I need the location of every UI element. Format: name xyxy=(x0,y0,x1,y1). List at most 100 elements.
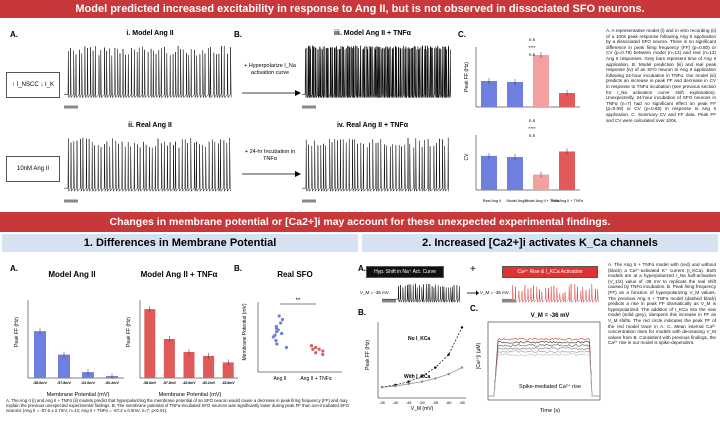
s2c-xlabel: Time (s) xyxy=(540,408,560,414)
s2-arrow xyxy=(467,290,479,296)
trace-iv-title: iv. Real Ang II + TNFα xyxy=(336,122,408,129)
bar xyxy=(222,362,234,378)
s1b-bars: -58.6mV -57.8mV -62.6mV -60.2mV -62.6mV xyxy=(139,300,238,385)
data-point xyxy=(314,351,318,355)
tick-label: -60.2mV xyxy=(105,381,119,385)
s2-trace-red xyxy=(502,283,599,304)
s1-title-model: Model Ang II xyxy=(48,270,96,279)
spike-train xyxy=(382,283,461,304)
bar xyxy=(559,93,575,107)
c-ylabel-ff: Peak FF (Hz) xyxy=(464,62,470,92)
data-point xyxy=(311,347,315,351)
c-sig5: **** xyxy=(528,126,535,131)
data-point xyxy=(280,331,284,336)
s2b-ylabel: Peak FF (Hz) xyxy=(365,340,371,370)
bar xyxy=(559,151,575,190)
ca-trace xyxy=(488,350,600,397)
series-point xyxy=(460,366,464,369)
s2-box-ca: Ca²⁺ Rise & I_KCa Activation xyxy=(502,266,598,278)
ca-trace xyxy=(488,340,600,397)
bar xyxy=(507,157,523,190)
ca-trace xyxy=(488,337,600,397)
real-condition-box: 10nM Ang II xyxy=(6,156,60,182)
bar xyxy=(58,354,70,378)
panel-b-letter: B. xyxy=(234,30,242,39)
panel-c-letter: C. xyxy=(458,30,466,39)
data-point xyxy=(279,321,283,325)
model-condition-box: ↑ I_NSCC ↓ I_K xyxy=(6,72,60,98)
series-point xyxy=(420,380,424,383)
data-point xyxy=(321,352,325,357)
bar xyxy=(34,331,46,378)
series-point xyxy=(407,382,410,386)
s2-trace-black xyxy=(382,283,461,304)
tick-label: -35 xyxy=(379,401,385,405)
s2-letter-c: C. xyxy=(470,304,478,313)
data-point xyxy=(309,344,314,348)
top-section: A. B. C. i. Model Ang II ii. Real Ang II… xyxy=(0,18,720,210)
s1b-xlabel: Membrane Potential (mV) xyxy=(159,392,222,398)
tick-label: -62.6mV xyxy=(182,381,196,385)
bar xyxy=(183,352,195,378)
section2-header: 2. Increased [Ca2+]i activates K_Ca chan… xyxy=(362,234,718,252)
trace-ii xyxy=(64,137,231,203)
series-point xyxy=(380,385,384,389)
s1-letter-b: B. xyxy=(234,264,242,273)
s2c-traces xyxy=(487,321,601,401)
bar xyxy=(533,174,549,190)
series-point xyxy=(407,380,410,383)
trace-iii-title: iii. Model Ang II + TNFα xyxy=(334,30,411,37)
s2-letter-b: B. xyxy=(358,308,366,317)
plot-frame xyxy=(487,321,601,401)
data-point xyxy=(275,342,279,346)
c-bars-ff xyxy=(475,47,580,108)
tick-label: -58.6mV xyxy=(33,381,47,385)
c-sig3: n.s xyxy=(529,52,536,57)
panel-a-letter: A. xyxy=(10,30,18,39)
data-point xyxy=(271,335,275,339)
arrow1-label: + Hyperpolarize I_Na activation curve xyxy=(244,63,296,76)
s1-chart-real: Membrane Potential (mV) ** Ang II Ang II… xyxy=(242,298,342,382)
tick-label: -55 xyxy=(433,401,439,405)
s2c-note: Spike-mediated Ca²⁺ rise xyxy=(519,383,581,390)
arrow2-label: + 24-hr Incubation in TNFα xyxy=(244,149,296,162)
spike-train xyxy=(502,283,599,304)
ca-trace xyxy=(488,353,600,397)
s2b-lines: -35 -40 -45 -50 -55 -60 -65 xyxy=(377,322,466,405)
s2c-ylabel: [Ca²⁺]i (μM) xyxy=(476,342,482,369)
c-sig2: **** xyxy=(528,45,535,50)
tick-label: -60 xyxy=(446,401,452,405)
s1c-ylabel: Membrane Potential (mV) xyxy=(242,303,248,360)
tick-label: -50 xyxy=(419,401,425,405)
s1-letter-a: A. xyxy=(10,264,18,273)
s2b-with-ik: With I_KCa xyxy=(404,374,431,380)
s2-chart-c: V_M = -36 mV [Ca²⁺]i (μM) Spike-mediated… xyxy=(476,313,601,414)
top-legend: A. A representative model (i) and in vit… xyxy=(606,28,716,123)
tick-label: -62.6mV xyxy=(222,381,236,385)
series-point xyxy=(460,326,464,329)
tick-label: -57.8mV xyxy=(57,381,71,385)
s1-chart-model-tnf: Peak FF (Hz) -58.6mV -57.8mV -62.6mV -60.2m… xyxy=(126,300,238,398)
c-sig4: n.s xyxy=(529,118,536,123)
s1c-x2: Ang II + TNFα xyxy=(300,376,331,382)
tick-label: -58.6mV xyxy=(143,381,157,385)
trace-i xyxy=(64,45,232,109)
data-point xyxy=(284,345,289,350)
trace-iv xyxy=(302,137,449,203)
tick-label: -45 xyxy=(406,401,412,405)
arrows-top xyxy=(242,90,301,177)
series-point xyxy=(434,377,437,380)
s1c-x1: Ang II xyxy=(273,376,286,382)
data-point xyxy=(314,345,318,350)
s2-vm2: V_M = -36 mV xyxy=(480,290,509,295)
bar xyxy=(533,55,549,107)
bar xyxy=(203,355,215,378)
bar xyxy=(144,309,156,378)
data-point xyxy=(274,330,279,334)
tick-label: -62.6mV xyxy=(81,381,95,385)
s2b-xlabel: V_M (mV) xyxy=(411,406,434,412)
ca-trace xyxy=(488,344,600,397)
bar xyxy=(163,339,175,378)
tick-label: -60.2mV xyxy=(202,381,216,385)
data-point xyxy=(277,314,281,318)
